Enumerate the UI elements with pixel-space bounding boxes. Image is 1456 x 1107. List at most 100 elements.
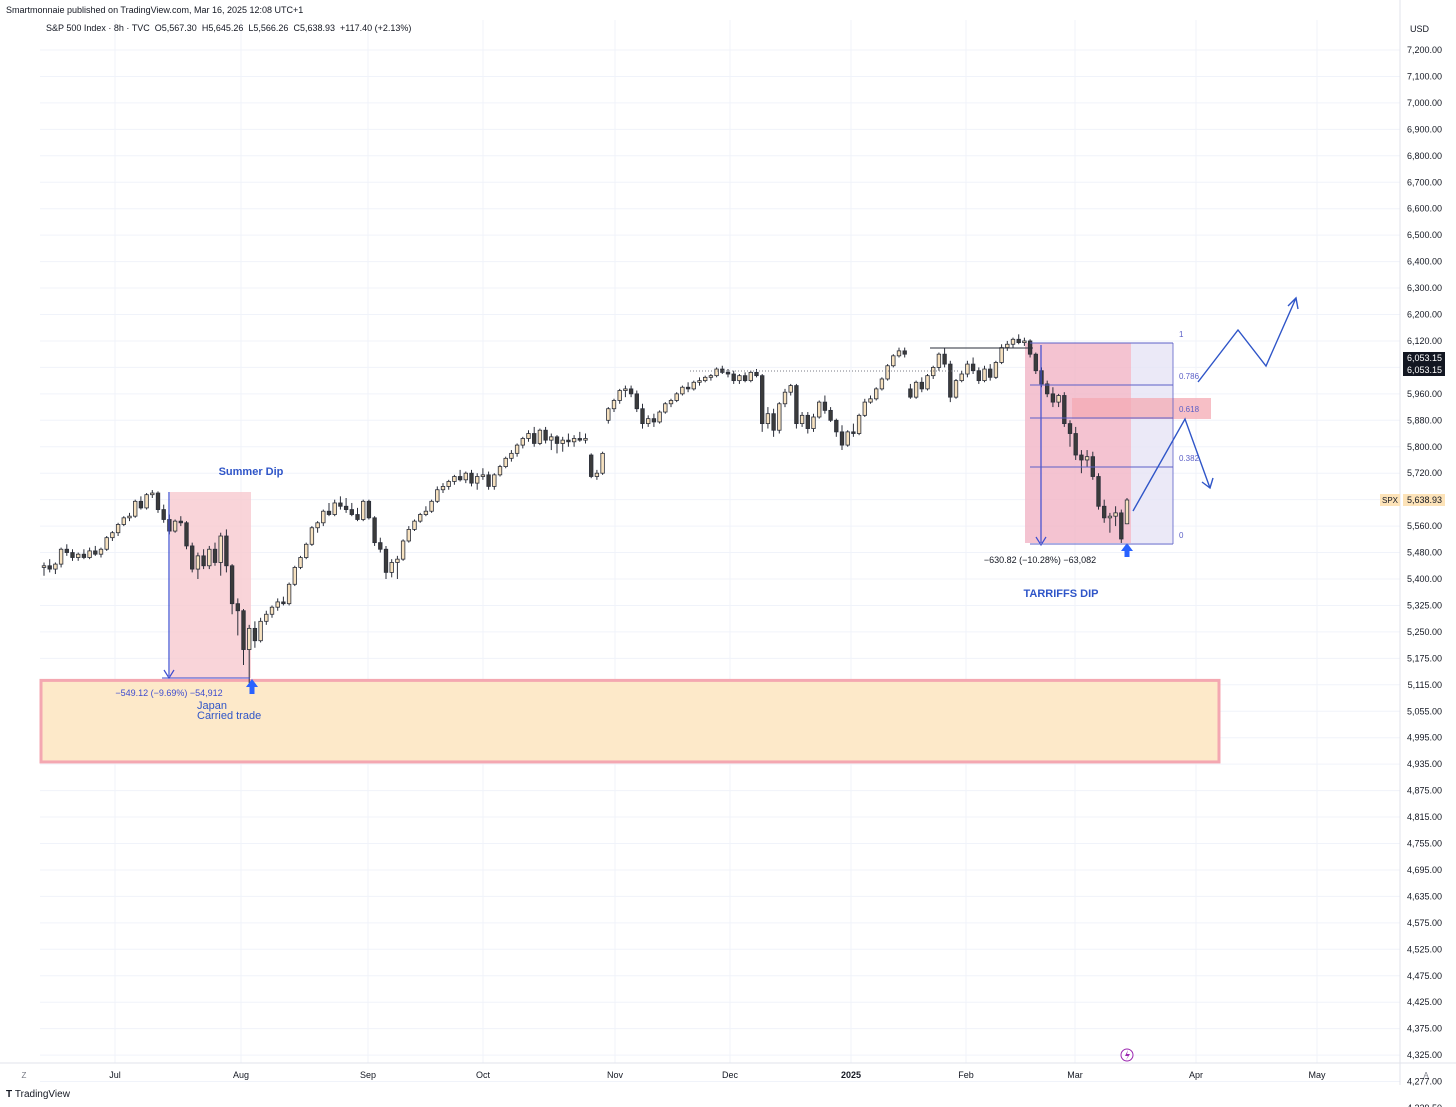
candle-body bbox=[760, 375, 765, 425]
candle-body bbox=[87, 550, 92, 558]
candle-body bbox=[532, 433, 537, 444]
price-tick-label: 4,815.00 bbox=[1407, 812, 1442, 822]
candle-body bbox=[959, 373, 964, 382]
candle-body bbox=[1124, 499, 1130, 525]
candle bbox=[275, 598, 280, 611]
candle bbox=[1062, 392, 1067, 427]
candle-body bbox=[879, 378, 885, 390]
candle bbox=[155, 491, 161, 513]
candle bbox=[680, 385, 685, 396]
candle-body bbox=[742, 375, 748, 382]
candle-body bbox=[1119, 512, 1124, 540]
candle-body bbox=[526, 433, 531, 439]
candle bbox=[457, 469, 463, 482]
candle-body bbox=[822, 401, 828, 411]
candle-body bbox=[1050, 393, 1056, 403]
candle-body bbox=[731, 373, 736, 382]
candle bbox=[1073, 426, 1078, 460]
ohlc-change: +117.40 (+2.13%) bbox=[340, 23, 412, 33]
candle-body bbox=[70, 552, 75, 558]
time-tick-label: Nov bbox=[607, 1070, 624, 1080]
candle bbox=[389, 559, 394, 578]
candle bbox=[53, 562, 58, 575]
price-axis[interactable]: USD 7,200.00 7,100.00 7,000.00 6,900.00 6,800… bbox=[1380, 0, 1445, 1107]
candle-body bbox=[47, 565, 52, 570]
candle-body bbox=[748, 371, 753, 382]
candle-body bbox=[714, 368, 719, 377]
symbol-name[interactable]: S&P 500 Index · 8h · TVC bbox=[46, 23, 150, 33]
time-tick-label: Sep bbox=[360, 1070, 376, 1080]
candle-body bbox=[321, 510, 326, 524]
price-tick-label: 5,325.00 bbox=[1407, 600, 1442, 610]
candle bbox=[440, 483, 446, 494]
candle bbox=[782, 388, 788, 408]
candle bbox=[942, 347, 947, 368]
candle-body bbox=[640, 408, 645, 425]
candle bbox=[811, 413, 816, 432]
candle bbox=[742, 372, 748, 383]
annotation-overlays: −549.12 (−9.69%) −54,912 Summer Dip JapanC… bbox=[115, 296, 1299, 1062]
candle-body bbox=[440, 486, 446, 491]
brand-footer[interactable]: T TradingView bbox=[6, 1089, 70, 1100]
time-axis[interactable]: Jul Aug Sep Oct Nov Dec 2025 Feb Mar Apr May Z A bbox=[0, 1062, 1456, 1080]
candle bbox=[492, 473, 497, 490]
candle-body bbox=[150, 492, 155, 496]
candle-body bbox=[372, 517, 377, 544]
candle-body bbox=[241, 610, 246, 650]
candle bbox=[355, 507, 360, 522]
candle bbox=[913, 380, 919, 399]
candle-body bbox=[537, 429, 543, 444]
candle-body bbox=[1102, 505, 1107, 519]
candle bbox=[258, 617, 263, 643]
pullback-projection-arrowhead bbox=[1201, 477, 1214, 490]
candle bbox=[463, 471, 468, 484]
candle bbox=[794, 383, 799, 429]
fib-level-label: 0.618 bbox=[1179, 405, 1200, 414]
candle-body bbox=[868, 398, 873, 403]
price-tick-label: 5,400.00 bbox=[1407, 574, 1442, 584]
candle bbox=[378, 537, 383, 553]
candle-body bbox=[406, 529, 411, 542]
candle bbox=[264, 610, 269, 625]
candle-body bbox=[315, 522, 320, 529]
candle bbox=[748, 370, 753, 383]
candle-body bbox=[212, 548, 218, 563]
tariffs-dip-label: TARRIFFS DIP bbox=[1024, 588, 1099, 600]
candle-body bbox=[697, 380, 702, 383]
candle-body bbox=[475, 476, 480, 484]
fib-level-label: 0 bbox=[1179, 531, 1184, 540]
candle-body bbox=[53, 563, 58, 570]
candle-body bbox=[856, 414, 862, 434]
candle-body bbox=[942, 353, 947, 365]
candle-body bbox=[1107, 515, 1113, 519]
candle-body bbox=[395, 558, 400, 563]
candle-body bbox=[326, 510, 332, 515]
candle bbox=[532, 426, 537, 447]
candle-body bbox=[902, 350, 907, 355]
candle-body bbox=[172, 520, 178, 532]
candle-body bbox=[1067, 423, 1073, 434]
price-tick-label: 5,800.00 bbox=[1407, 442, 1442, 452]
candle bbox=[600, 451, 605, 475]
candle bbox=[1113, 506, 1118, 527]
candle bbox=[412, 519, 417, 532]
candle bbox=[138, 496, 144, 510]
annotation-zones bbox=[39, 343, 1221, 764]
candle bbox=[452, 474, 457, 485]
candle bbox=[252, 621, 258, 648]
candle bbox=[184, 521, 189, 550]
candle bbox=[520, 436, 525, 449]
candle-body bbox=[104, 537, 109, 550]
events-icon[interactable] bbox=[1120, 1048, 1134, 1062]
candle bbox=[788, 383, 793, 396]
candle bbox=[1067, 420, 1073, 447]
candle bbox=[212, 542, 218, 566]
candle bbox=[549, 433, 554, 451]
candle-body bbox=[366, 500, 372, 519]
candle bbox=[936, 352, 942, 371]
candle bbox=[423, 506, 429, 517]
ohlc-close: 5,638.93 bbox=[299, 23, 336, 33]
candle-body bbox=[1010, 338, 1016, 345]
candle bbox=[628, 385, 634, 398]
